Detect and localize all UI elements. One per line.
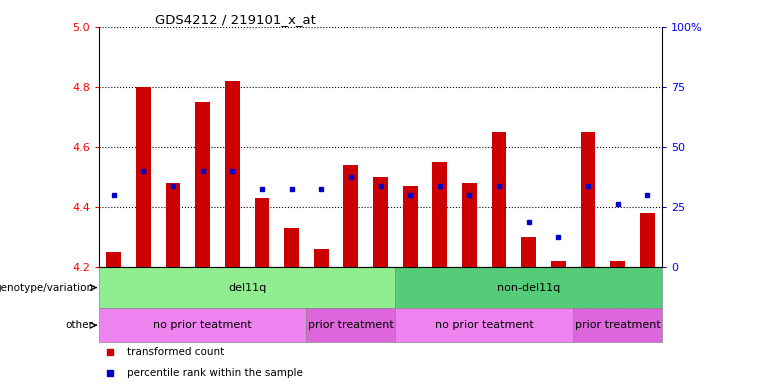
Bar <box>99 267 395 308</box>
Bar <box>99 308 307 343</box>
Text: GDS4212 / 219101_x_at: GDS4212 / 219101_x_at <box>155 13 316 26</box>
Bar <box>254 198 269 267</box>
Bar <box>640 213 654 267</box>
Bar <box>395 308 573 343</box>
Bar <box>166 183 180 267</box>
Bar <box>343 165 358 267</box>
Text: percentile rank within the sample: percentile rank within the sample <box>127 367 303 377</box>
Bar <box>432 162 447 267</box>
Bar <box>307 308 395 343</box>
Text: other: other <box>65 320 94 330</box>
Bar <box>462 183 477 267</box>
Bar <box>107 252 121 267</box>
Bar <box>551 261 565 267</box>
Text: transformed count: transformed count <box>127 347 224 357</box>
Bar <box>395 267 662 308</box>
Text: del11q: del11q <box>228 283 266 293</box>
Bar <box>225 81 240 267</box>
Bar <box>196 102 210 267</box>
Text: prior treatment: prior treatment <box>575 320 661 330</box>
Bar <box>403 186 418 267</box>
Bar <box>492 132 507 267</box>
Text: no prior teatment: no prior teatment <box>153 320 252 330</box>
Bar <box>610 261 625 267</box>
Bar <box>573 308 662 343</box>
Bar <box>373 177 388 267</box>
Bar <box>136 87 151 267</box>
Bar <box>314 249 329 267</box>
Text: genotype/variation: genotype/variation <box>0 283 94 293</box>
Text: non-del11q: non-del11q <box>497 283 560 293</box>
Bar <box>284 228 299 267</box>
Bar <box>581 132 595 267</box>
Text: prior treatment: prior treatment <box>308 320 393 330</box>
Bar <box>521 237 536 267</box>
Text: no prior teatment: no prior teatment <box>435 320 533 330</box>
